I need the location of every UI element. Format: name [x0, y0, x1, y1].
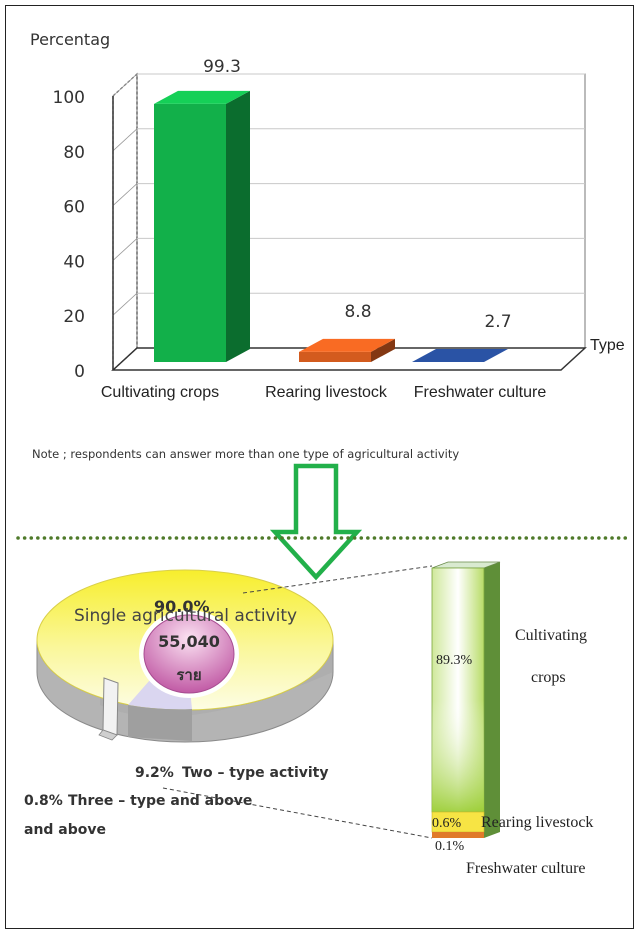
segment-label-freshwater: Freshwater culture [466, 860, 586, 877]
stacked-segment-freshwater [432, 832, 484, 838]
gridline-depth [112, 238, 138, 261]
stacked-bar-side [484, 562, 500, 838]
slice-label-three-type: Three – type and above [68, 793, 252, 809]
center-unit: ราย [176, 666, 201, 684]
y-tick-label: 60 [63, 198, 85, 218]
connector-line-bottom [162, 787, 433, 839]
x-axis-title: Type [590, 337, 625, 354]
slice-label-two-type: Two – type activity [182, 765, 329, 781]
gridline-depth [112, 183, 138, 206]
figure-frame [5, 5, 634, 929]
segment-label-crops-line1: Cultivating [515, 627, 587, 644]
category-label: Cultivating crops [101, 384, 219, 401]
connector-line-top [242, 565, 433, 594]
category-label: Freshwater culture [414, 384, 547, 401]
plot-side-wall [112, 72, 138, 372]
value-label: 99.3 [203, 57, 241, 77]
pie-center-disc [143, 614, 235, 694]
category-labels: Cultivating crops Rearing livestock Freshw… [101, 384, 546, 401]
plot-floor [111, 347, 587, 371]
bar-top [154, 90, 250, 104]
pie-chart: 55,040 ราย 90.0% Single agricultural act… [24, 569, 334, 838]
value-labels: 99.3 8.8 2.7 [203, 57, 511, 332]
bar-chart: 0 20 40 60 80 100 Cultivating crops Rearing li… [30, 30, 625, 401]
value-label: 2.7 [484, 312, 511, 332]
y-tick-labels: 0 20 40 60 80 100 [53, 88, 85, 382]
segment-percent-crops: 89.3% [436, 653, 473, 668]
y-axis-title: Percentag [30, 30, 110, 49]
segment-label-livestock: Rearing livestock [481, 814, 593, 831]
bar-front [299, 351, 371, 362]
category-label: Rearing livestock [265, 384, 388, 401]
y-tick-label: 80 [63, 143, 85, 163]
stacked-bar: 89.3% Cultivating crops 0.6% Rearing liv… [431, 561, 593, 877]
bar-side [371, 338, 395, 362]
y-tick-label: 20 [63, 307, 85, 327]
bar-top [299, 338, 395, 352]
segment-percent-livestock: 0.6% [432, 816, 462, 831]
pie-slice-two-type-side [128, 705, 192, 741]
bar-side [226, 90, 250, 362]
slice-label-three-type-line2: and above [24, 822, 106, 838]
slice-percent-two-type: 9.2% [135, 765, 174, 781]
bars [154, 90, 508, 362]
chart-note: Note ; respondents can answer more than … [32, 447, 459, 461]
segment-percent-freshwater: 0.1% [435, 839, 465, 854]
slice-label-single: Single agricultural activity [74, 606, 297, 626]
stacked-segment-crops-shade [432, 700, 484, 812]
down-arrow-icon [269, 463, 363, 581]
y-tick-label: 0 [74, 362, 85, 382]
gridline-depth [112, 292, 138, 316]
slice-percent-three-type: 0.8% [24, 793, 63, 809]
bar-top [412, 349, 508, 362]
y-tick-label: 40 [63, 252, 85, 272]
y-tick-label: 100 [53, 88, 85, 108]
gridline-depth [112, 128, 138, 152]
pie-slice-three-type-side [98, 729, 118, 741]
center-value: 55,040 [158, 632, 220, 651]
gridline-depth [112, 73, 138, 97]
bar-front [154, 103, 226, 362]
slice-percent-single: 90.0% [154, 597, 210, 616]
segment-label-crops-line2: crops [531, 669, 566, 686]
value-label: 8.8 [344, 302, 371, 322]
pie-slice-three-type [102, 677, 119, 736]
